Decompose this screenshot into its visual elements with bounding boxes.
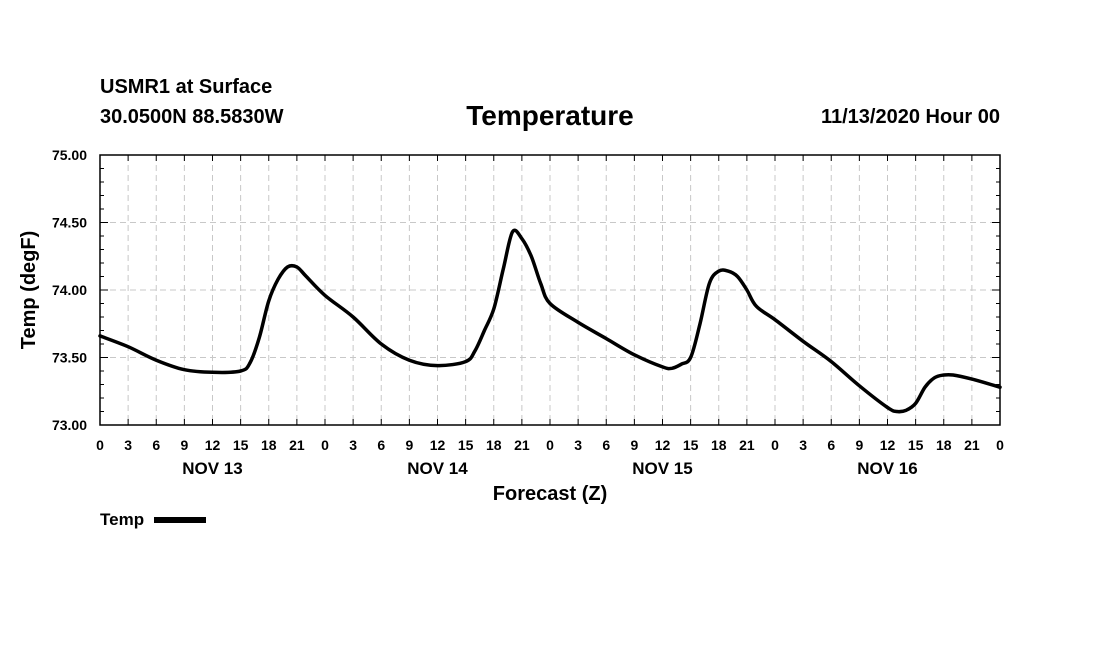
x-tick-label: 0 bbox=[321, 437, 329, 453]
x-tick-label: 18 bbox=[936, 437, 952, 453]
y-tick-label: 73.00 bbox=[52, 417, 87, 433]
x-tick-label: 3 bbox=[799, 437, 807, 453]
x-tick-label: 18 bbox=[261, 437, 277, 453]
x-tick-label: 9 bbox=[855, 437, 863, 453]
y-tick-label: 73.50 bbox=[52, 350, 87, 366]
x-tick-label: 9 bbox=[180, 437, 188, 453]
x-tick-label: 21 bbox=[964, 437, 980, 453]
legend-swatch bbox=[154, 517, 207, 523]
chart-title: Temperature bbox=[466, 100, 634, 131]
x-tick-label: 21 bbox=[739, 437, 755, 453]
y-tick-label: 74.50 bbox=[52, 215, 87, 231]
day-label: NOV 14 bbox=[407, 459, 468, 478]
valid-time-label: 11/13/2020 Hour 00 bbox=[820, 106, 1000, 128]
x-tick-label: 12 bbox=[430, 437, 446, 453]
x-tick-label: 0 bbox=[96, 437, 104, 453]
y-tick-label: 75.00 bbox=[52, 147, 87, 163]
grid-lines bbox=[100, 155, 1000, 425]
day-label: NOV 15 bbox=[632, 459, 692, 478]
x-tick-label: 12 bbox=[655, 437, 671, 453]
x-tick-label: 18 bbox=[486, 437, 502, 453]
station-label: USMR1 at Surface bbox=[100, 76, 273, 98]
x-tick-label: 18 bbox=[711, 437, 727, 453]
coordinates-label: 30.0500N 88.5830W bbox=[100, 106, 284, 128]
x-tick-label: 15 bbox=[683, 437, 699, 453]
x-axis-ticks: 0 3 6 9 12 15 18 21 0 3 6 9 12 15 18 21 0 3 6 9 12 15 18 21 0 3 6 9… bbox=[96, 155, 1004, 478]
temp-series-line bbox=[98, 228, 1002, 414]
x-tick-label: 12 bbox=[880, 437, 896, 453]
x-tick-label: 15 bbox=[458, 437, 474, 453]
x-tick-label: 0 bbox=[771, 437, 779, 453]
x-tick-label: 6 bbox=[377, 437, 385, 453]
y-axis-ticks: 73.00 73.50 74.00 74.50 75.00 bbox=[52, 147, 1000, 433]
x-tick-label: 9 bbox=[405, 437, 413, 453]
y-tick-label: 74.00 bbox=[52, 282, 87, 298]
x-tick-label: 12 bbox=[205, 437, 221, 453]
x-tick-label: 6 bbox=[602, 437, 610, 453]
x-tick-label: 3 bbox=[349, 437, 357, 453]
x-tick-label: 6 bbox=[827, 437, 835, 453]
x-tick-label: 0 bbox=[546, 437, 554, 453]
x-tick-label: 21 bbox=[289, 437, 305, 453]
legend: Temp bbox=[100, 510, 207, 530]
x-tick-label: 6 bbox=[152, 437, 160, 453]
x-tick-label: 9 bbox=[630, 437, 638, 453]
x-tick-label: 3 bbox=[574, 437, 582, 453]
x-tick-label: 0 bbox=[996, 437, 1004, 453]
x-tick-label: 3 bbox=[124, 437, 132, 453]
x-axis-label: Forecast (Z) bbox=[493, 483, 607, 505]
x-tick-label: 21 bbox=[514, 437, 530, 453]
x-tick-label: 15 bbox=[908, 437, 924, 453]
day-label: NOV 13 bbox=[182, 459, 242, 478]
y-axis-label: Temp (degF) bbox=[18, 231, 40, 350]
legend-label: Temp bbox=[100, 510, 145, 529]
x-tick-label: 15 bbox=[233, 437, 249, 453]
day-label: NOV 16 bbox=[857, 459, 917, 478]
